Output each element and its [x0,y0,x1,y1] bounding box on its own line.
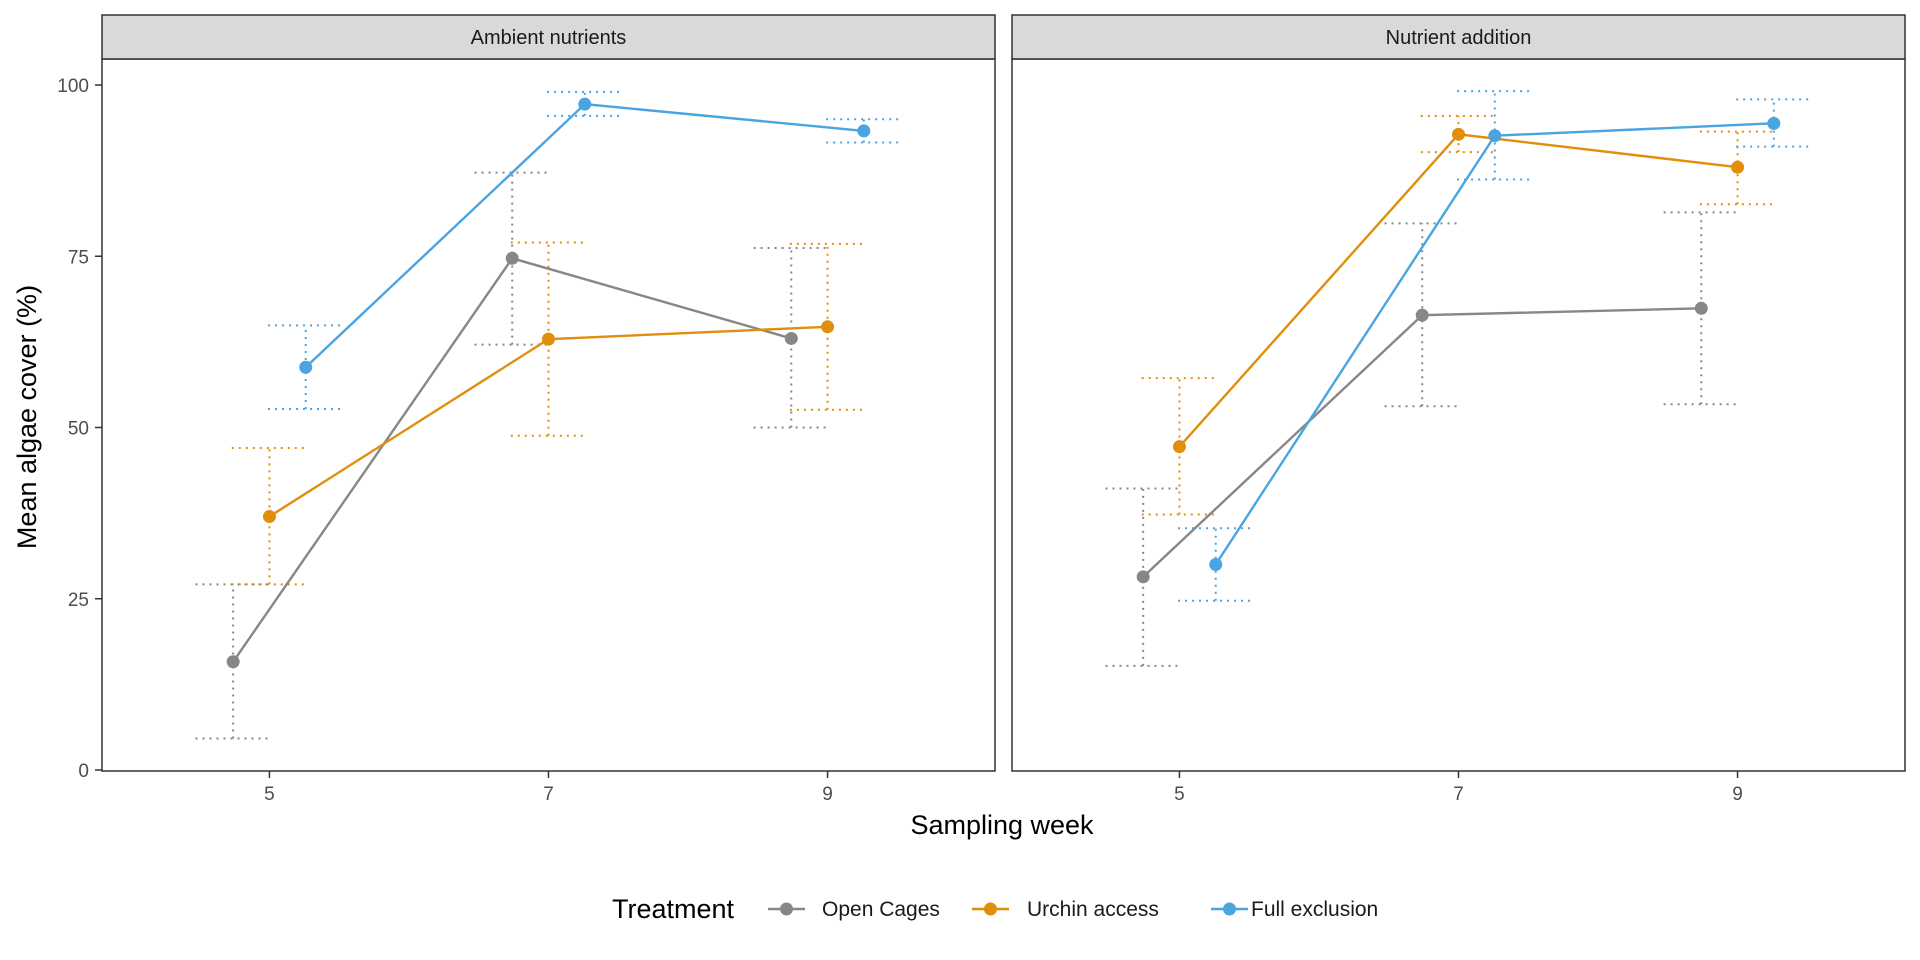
y-tick-label: 75 [68,247,89,268]
panels: Ambient nutrients 5 7 9 Nutrient addition 5 7 9 [101,14,1906,805]
strip-background [101,14,996,60]
strip-background [1011,14,1906,60]
data-point-urchin-access [1452,127,1465,141]
x-tick-label: 9 [822,784,833,805]
data-point-urchin-access [1731,160,1745,174]
data-point-full-exclusion [578,97,592,111]
legend-keys: Open Cages Urchin access Full exclusion [768,898,1378,921]
data-point-open-cages [1136,570,1150,584]
data-point-full-exclusion [1488,129,1502,143]
legend-item-full-exclusion: Full exclusion [1211,898,1378,921]
x-tick-label: 5 [1174,784,1185,805]
y-tick-label: 25 [68,590,89,611]
data-point-urchin-access [1172,440,1186,454]
x-axis-title: Sampling week [910,810,1094,840]
data-point-urchin-access [821,320,835,334]
strip-label: Ambient nutrients [471,27,627,49]
x-tick-label: 7 [1453,784,1464,805]
legend: Treatment Open Cages Urchin access Full ex… [612,894,1378,924]
y-axis: 0 25 50 75 100 [57,76,102,782]
panel-1: Nutrient addition 5 7 9 [1011,14,1906,805]
x-tick-label: 7 [543,784,554,805]
data-point-full-exclusion [1209,558,1223,571]
y-tick-label: 50 [68,419,89,440]
legend-item-open-cages: Open Cages [768,898,940,921]
data-point-urchin-access [262,510,276,524]
data-point-open-cages [505,251,519,265]
data-point-urchin-access [542,332,555,346]
data-point-full-exclusion [299,360,313,374]
data-point-open-cages [226,655,240,669]
data-point-full-exclusion [1767,116,1781,130]
y-tick-label: 0 [78,761,89,782]
data-point-open-cages [784,331,798,345]
panel-border [101,58,996,772]
y-axis-title: Mean algae cover (%) [12,285,42,549]
legend-item-urchin-access: Urchin access [972,898,1159,921]
legend-key-point [780,902,793,916]
panel-border [1011,58,1906,772]
legend-label: Urchin access [1027,898,1159,921]
legend-title: Treatment [612,894,735,924]
strip-label: Nutrient addition [1386,27,1532,49]
legend-label: Open Cages [822,898,940,921]
data-point-open-cages [1694,301,1708,315]
error-bars-urchin-access [231,241,866,586]
panel-0: Ambient nutrients 5 7 9 [101,14,996,805]
data-point-open-cages [1415,308,1429,322]
x-tick-label: 5 [264,784,275,805]
x-tick-label: 9 [1732,784,1743,805]
data-point-full-exclusion [857,124,871,138]
legend-key-point [1223,902,1236,916]
legend-key-point [984,902,997,916]
y-tick-label: 100 [57,76,89,97]
legend-label: Full exclusion [1251,898,1378,921]
